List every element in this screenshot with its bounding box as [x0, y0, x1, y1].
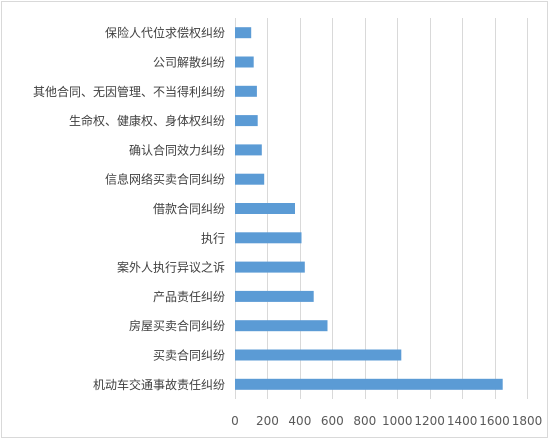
bar: [235, 173, 265, 185]
bar: [235, 261, 305, 273]
x-tick-label: 400: [288, 414, 311, 428]
x-tick-label: 0: [231, 414, 239, 428]
bar: [235, 320, 328, 332]
bar: [235, 85, 257, 97]
category-label: 信息网络买卖合同纠纷: [105, 172, 225, 187]
category-label: 确认合同效力纠纷: [129, 142, 225, 157]
x-tick-label: 800: [353, 414, 376, 428]
category-label: 案外人执行异议之诉: [117, 260, 225, 275]
grid-lines: [235, 18, 528, 399]
bar: [235, 27, 252, 39]
category-label: 买卖合同纠纷: [153, 348, 225, 363]
x-tick-labels: 0 200 400 600 800 1000 1200 1400 1600 1800: [231, 414, 542, 428]
bar: [235, 378, 503, 390]
bars: [235, 27, 503, 390]
bar: [235, 115, 258, 127]
category-label: 房屋买卖合同纠纷: [129, 318, 225, 333]
x-tick-label: 200: [256, 414, 279, 428]
bar: [235, 232, 302, 244]
bar: [235, 56, 254, 68]
category-labels: 保险人代位求偿权纠纷公司解散纠纷其他合同、无因管理、不当得利纠纷生命权、健康权、…: [33, 25, 225, 392]
bar: [235, 349, 402, 361]
bar: [235, 290, 314, 302]
category-label: 其他合同、无因管理、不当得利纠纷: [33, 84, 225, 99]
bar: [235, 203, 295, 214]
x-tick-label: 600: [321, 414, 344, 428]
x-tick-label: 1000: [382, 414, 413, 428]
category-label: 生命权、健康权、身体权纠纷: [69, 113, 225, 128]
category-label: 执行: [201, 231, 225, 245]
category-label: 借款合同纠纷: [153, 201, 225, 216]
category-label: 保险人代位求偿权纠纷: [105, 25, 225, 40]
x-tick-label: 1600: [479, 414, 510, 428]
category-label: 公司解散纠纷: [153, 55, 225, 70]
category-label: 产品责任纠纷: [153, 290, 225, 304]
category-label: 机动车交通事故责任纠纷: [93, 377, 225, 392]
x-tick-label: 1800: [512, 414, 543, 428]
x-tick-label: 1200: [414, 414, 445, 428]
x-tick-label: 1400: [447, 414, 478, 428]
bar: [235, 144, 262, 156]
